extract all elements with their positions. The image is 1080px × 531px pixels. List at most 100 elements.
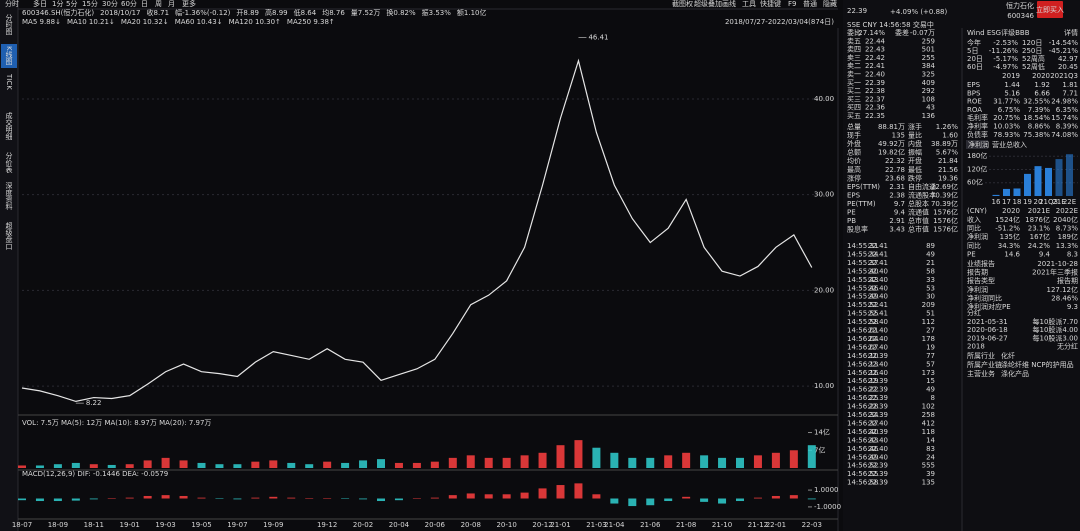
buy-button[interactable]: 立即买入 bbox=[1036, 5, 1064, 14]
table-cell: 卖一 bbox=[847, 71, 861, 79]
table-cell: 22.40 bbox=[868, 360, 888, 368]
toolbar-tab[interactable]: 30分 bbox=[102, 0, 118, 8]
table-cell: 23.68 bbox=[885, 174, 905, 182]
toolbar-button[interactable]: 普通 bbox=[803, 0, 817, 8]
table-cell: 14:56:58 bbox=[847, 479, 878, 487]
stock-name: 恒力石化 bbox=[1006, 1, 1034, 10]
bar bbox=[233, 498, 242, 500]
table-cell: 24 bbox=[926, 453, 935, 461]
toolbar-tab[interactable]: 多日 bbox=[33, 0, 47, 8]
table-cell: 22.39 bbox=[868, 479, 888, 487]
side-tab[interactable]: 成交明细 bbox=[5, 111, 13, 141]
side-tab[interactable]: 超级盘口 bbox=[5, 221, 13, 250]
bar bbox=[305, 498, 314, 499]
table-cell: 14.6 bbox=[1004, 250, 1020, 258]
bar bbox=[664, 498, 673, 502]
toolbar-tab[interactable]: 日 bbox=[141, 0, 148, 8]
bar bbox=[1013, 188, 1021, 196]
table-cell: 10.03% bbox=[993, 123, 1020, 131]
bar bbox=[287, 497, 296, 499]
ma-legend: MA5 9.88↓ bbox=[22, 18, 61, 26]
side-tab[interactable]: K线图 bbox=[5, 46, 13, 66]
table-cell: 1.26% bbox=[936, 123, 959, 131]
side-tab[interactable]: 深度资料 bbox=[5, 181, 13, 211]
toolbar-button[interactable]: 截图权 bbox=[672, 0, 693, 8]
toolbar-tab[interactable]: 5分 bbox=[66, 0, 77, 8]
bar bbox=[682, 496, 691, 499]
column-header: 2021E bbox=[1028, 207, 1050, 215]
toolbar-button[interactable]: 快捷键 bbox=[760, 0, 781, 8]
toolbar-tab[interactable]: 周 bbox=[155, 0, 162, 8]
table-cell: -0.07万 bbox=[910, 29, 935, 37]
table-cell: EPS(TTM) bbox=[847, 183, 880, 191]
toolbar-button[interactable]: 画线 bbox=[722, 0, 736, 8]
table-cell: 22.32 bbox=[885, 157, 905, 165]
table-cell: 14 bbox=[926, 436, 935, 444]
toolbar-tab[interactable]: 1分 bbox=[52, 0, 63, 8]
table-cell: 1524亿 bbox=[995, 215, 1020, 224]
table-cell: 14:55:52 bbox=[847, 301, 878, 309]
table-cell: 5日 bbox=[967, 47, 978, 55]
table-cell: 22.44 bbox=[865, 37, 886, 45]
toolbar-button[interactable]: 工具 bbox=[742, 0, 756, 8]
table-cell: 49.92万 bbox=[878, 140, 905, 148]
toolbar-button[interactable]: F9 bbox=[788, 0, 796, 8]
table-cell: 涨手 bbox=[908, 122, 922, 131]
table-cell: 2.31 bbox=[889, 183, 905, 191]
toolbar-button[interactable]: 超级叠加 bbox=[694, 0, 722, 8]
bar bbox=[161, 457, 170, 468]
esg-link[interactable]: 详情 bbox=[1064, 28, 1078, 37]
toolbar-tab[interactable]: 更多 bbox=[182, 0, 196, 8]
table-cell: 384 bbox=[922, 62, 936, 70]
table-cell: 收入 bbox=[967, 215, 981, 224]
table-cell: 同比 bbox=[967, 224, 981, 233]
toolbar-tab[interactable]: 月 bbox=[168, 0, 175, 8]
column-header: 2020 bbox=[1032, 72, 1050, 80]
table-cell: 内盘 bbox=[908, 139, 922, 148]
side-tab[interactable]: 分价表 bbox=[5, 151, 13, 174]
toolbar-tab[interactable]: 15分 bbox=[82, 0, 98, 8]
table-cell: 21 bbox=[926, 259, 935, 267]
bar bbox=[753, 455, 762, 468]
table-cell: 每10股派3.00 bbox=[1033, 333, 1079, 342]
table-cell: 所属行业 bbox=[967, 351, 995, 360]
side-tab[interactable]: 分时图 bbox=[5, 13, 13, 36]
y-tick-label: 7亿 bbox=[814, 445, 825, 454]
table-cell: 委差 bbox=[895, 28, 909, 37]
table-cell: 8.86% bbox=[1028, 123, 1051, 131]
table-cell: 14:55:34 bbox=[847, 250, 879, 258]
y-tick-label: 1.0000 bbox=[814, 486, 839, 494]
bar bbox=[412, 498, 421, 499]
table-cell: 均价 bbox=[847, 156, 861, 165]
table-cell: -4.97% bbox=[993, 63, 1018, 71]
table-cell: 2040亿 bbox=[1053, 215, 1078, 224]
x-tick-label: 22-03 bbox=[802, 521, 822, 529]
bar bbox=[233, 464, 242, 468]
bar bbox=[718, 498, 727, 504]
table-cell: 买五 bbox=[847, 112, 861, 120]
tab[interactable]: 净利润 bbox=[968, 140, 989, 149]
bar bbox=[789, 495, 798, 499]
table-cell: 9.7 bbox=[894, 200, 905, 208]
tab[interactable]: 营业总收入 bbox=[992, 140, 1027, 149]
toolbar-tab[interactable]: 60分 bbox=[121, 0, 137, 8]
table-cell: 14:56:07 bbox=[847, 343, 878, 351]
table-cell: 6.66 bbox=[1034, 89, 1050, 97]
x-tick-label: 21E bbox=[1052, 198, 1065, 206]
bar bbox=[143, 495, 152, 499]
toolbar-tab[interactable]: 分时 bbox=[5, 0, 19, 8]
table-cell: 2.38 bbox=[889, 191, 905, 199]
table-cell: 20.45 bbox=[1058, 63, 1078, 71]
bar bbox=[125, 497, 134, 499]
table-cell: 涤化产品 bbox=[1001, 369, 1029, 378]
table-cell: 涨停 bbox=[847, 173, 861, 182]
table-cell: 14:56:37 bbox=[847, 419, 878, 427]
column-header: 2021Q3 bbox=[1050, 72, 1078, 80]
annotation: 8.22 bbox=[86, 399, 102, 407]
toolbar-button[interactable]: 隐藏 bbox=[823, 0, 837, 8]
table-cell: 量比 bbox=[908, 131, 922, 140]
table-cell: 14:56:01 bbox=[847, 327, 878, 335]
bar bbox=[215, 464, 224, 468]
bar bbox=[89, 464, 98, 468]
side-tab[interactable]: TICK bbox=[5, 73, 13, 90]
